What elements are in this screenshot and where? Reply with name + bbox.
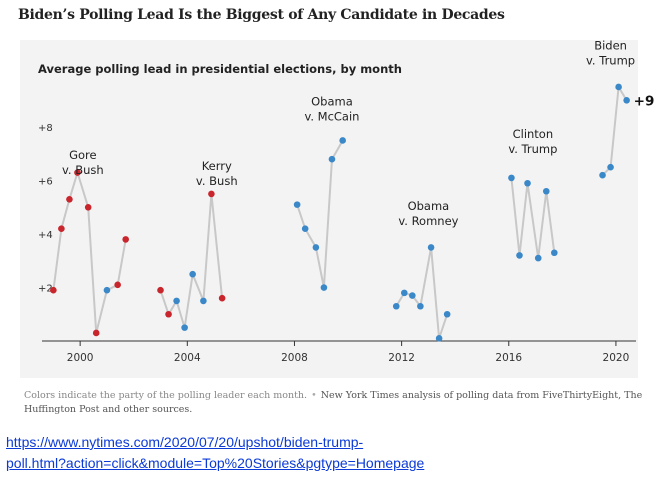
chart-title: Average polling lead in presidential ele… (38, 62, 402, 76)
data-point-0-6 (103, 286, 111, 294)
footnote: Colors indicate the party of the polling… (24, 389, 644, 417)
data-point-1-2 (173, 297, 180, 305)
x-tick-label-2020: 2020 (603, 352, 630, 364)
data-point-0-3 (74, 169, 81, 176)
series-label-1-0: Kerry (202, 159, 232, 173)
y-tick-label-4: +4 (38, 230, 53, 241)
series-line-2 (296, 140, 344, 289)
series-label-5-1: v. Trump (586, 54, 635, 68)
data-point-0-8 (122, 236, 129, 243)
data-point-4-0 (508, 174, 515, 182)
data-point-0-2 (66, 195, 73, 203)
data-point-3-3 (417, 302, 424, 310)
data-point-2-4 (328, 155, 336, 163)
data-point-2-1 (301, 225, 309, 232)
data-point-1-7 (218, 294, 226, 302)
data-point-5-1 (607, 163, 614, 171)
data-point-5-3 (623, 97, 630, 104)
color-note: Colors indicate the party of the polling… (24, 390, 308, 401)
data-point-1-1 (165, 310, 172, 318)
data-point-0-4 (84, 204, 92, 211)
series-label-5-0: Biden (594, 39, 627, 53)
series-label-2-1: v. McCain (304, 110, 359, 124)
data-point-0-1 (58, 225, 65, 232)
x-tick-label-2012: 2012 (388, 352, 415, 364)
data-point-1-3 (181, 324, 188, 331)
data-point-3-5 (435, 335, 443, 342)
data-point-0-5 (92, 329, 100, 337)
data-point-3-4 (427, 244, 435, 251)
line-chart: 2000 2004 2008 2012 2016 2020+2+4+6+8 Gorev. … (38, 39, 654, 364)
data-point-4-3 (534, 254, 542, 262)
data-point-4-4 (542, 187, 550, 195)
data-point-1-5 (200, 297, 207, 305)
series-line-0 (52, 171, 127, 334)
data-point-3-6 (443, 310, 451, 318)
series-label-1-1: v. Bush (196, 174, 238, 188)
data-point-1-0 (157, 286, 164, 294)
chart-axes: 2000 2004 2008 2012 2016 2020 +2 +4 +6 +8 (38, 123, 636, 364)
data-point-2-2 (312, 244, 320, 251)
data-point-0-7 (114, 281, 121, 289)
x-tick-label-2000: 2000 (67, 352, 94, 364)
x-tick-label-2004: 2004 (174, 352, 201, 364)
x-tick-label-2008: 2008 (281, 352, 308, 364)
series-label-2-0: Obama (311, 95, 353, 109)
y-tick-label-6: +6 (38, 177, 53, 188)
data-point-3-0 (392, 302, 400, 310)
article-link[interactable]: https://www.nytimes.com/2020/07/20/upsho… (6, 432, 646, 474)
source-note: New York Times analysis of polling data … (24, 390, 643, 415)
chart-lines (52, 86, 628, 340)
data-point-0-0 (50, 286, 57, 294)
x-tick-label-2016: 2016 (495, 352, 522, 364)
data-point-1-6 (208, 190, 215, 198)
series-line-4 (510, 177, 556, 260)
footnote-separator: • (311, 390, 317, 401)
data-point-3-1 (400, 289, 408, 297)
series-line-1 (159, 192, 224, 329)
headline: Biden’s Polling Lead Is the Biggest of A… (18, 7, 505, 23)
series-label-0-0: Gore (69, 148, 97, 162)
chart-points (50, 83, 630, 342)
series-label-3-1: v. Romney (398, 214, 458, 228)
annotation-0: +9 (634, 93, 655, 109)
article-link-line-1[interactable]: https://www.nytimes.com/2020/07/20/upsho… (6, 434, 364, 450)
data-point-4-2 (524, 179, 531, 187)
data-point-5-2 (615, 83, 622, 91)
series-label-4-1: v. Trump (508, 142, 557, 156)
series-label-3-0: Obama (408, 199, 450, 213)
y-tick-label-8: +8 (38, 123, 53, 134)
data-point-2-5 (339, 137, 346, 144)
series-line-5 (601, 86, 628, 176)
y-tick-label-2: +2 (38, 284, 53, 295)
data-point-3-2 (409, 292, 416, 299)
data-point-5-0 (599, 171, 606, 179)
data-point-2-3 (320, 284, 328, 291)
series-label-4-0: Clinton (513, 127, 554, 141)
article-link-line-2[interactable]: poll.html?action=click&module=Top%20Stor… (6, 455, 425, 471)
data-point-4-5 (551, 249, 558, 257)
series-label-0-1: v. Bush (62, 163, 104, 177)
data-point-2-0 (293, 201, 301, 208)
data-point-4-1 (516, 252, 523, 259)
data-point-1-4 (189, 270, 196, 278)
